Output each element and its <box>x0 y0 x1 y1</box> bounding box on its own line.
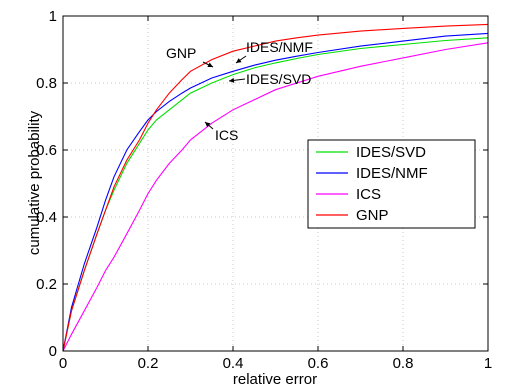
series-line-ides-nmf <box>62 32 489 352</box>
plot-frame <box>62 15 489 352</box>
x-axis-label: relative error <box>233 371 317 388</box>
y-axis-label: cumulative probability <box>26 110 43 255</box>
grid <box>63 16 488 351</box>
x-tick-label: 0.6 <box>308 355 329 372</box>
series-layer <box>62 23 489 352</box>
annotation-arrowhead-gnp <box>207 62 213 67</box>
legend-label-ics: ICS <box>356 186 381 203</box>
y-tick-label: 0.4 <box>36 209 57 226</box>
ticks: 0 0.2 0.4 0.6 0.8 1 0 0.2 0.4 0.6 0.8 1 <box>36 8 492 372</box>
y-tick-label: 0 <box>49 343 57 360</box>
annotation-gnp: GNP <box>166 45 196 61</box>
annotation-arrowhead-ides-nmf <box>236 58 242 63</box>
legend-label-gnp: GNP <box>356 207 389 224</box>
x-tick-label: 1 <box>484 355 492 372</box>
x-tick-label: 0.8 <box>393 355 414 372</box>
x-tick-label: 0.2 <box>138 355 159 372</box>
annotation-ides-svd: IDES/SVD <box>246 71 311 87</box>
y-tick-label: 0.2 <box>36 276 57 293</box>
annotations: GNP IDES/NMF IDES/SVD ICS <box>166 39 313 143</box>
x-tick-label: 0.4 <box>223 355 244 372</box>
x-tick-label: 0 <box>59 355 67 372</box>
legend-label-ides-nmf: IDES/NMF <box>356 165 428 182</box>
series-line-ics <box>62 42 489 352</box>
legend: IDES/SVD IDES/NMF ICS GNP <box>307 139 476 229</box>
series-line-gnp <box>62 23 489 352</box>
annotation-arrowhead-ics <box>205 122 211 128</box>
annotation-ics: ICS <box>215 127 238 143</box>
y-tick-label: 1 <box>49 8 57 25</box>
legend-label-ides-svd: IDES/SVD <box>356 144 426 161</box>
y-tick-label: 0.6 <box>36 142 57 159</box>
y-tick-label: 0.8 <box>36 75 57 92</box>
annotation-arrowhead-ides-svd <box>229 77 235 83</box>
annotation-ides-nmf: IDES/NMF <box>246 39 313 55</box>
legend-box <box>307 139 476 229</box>
